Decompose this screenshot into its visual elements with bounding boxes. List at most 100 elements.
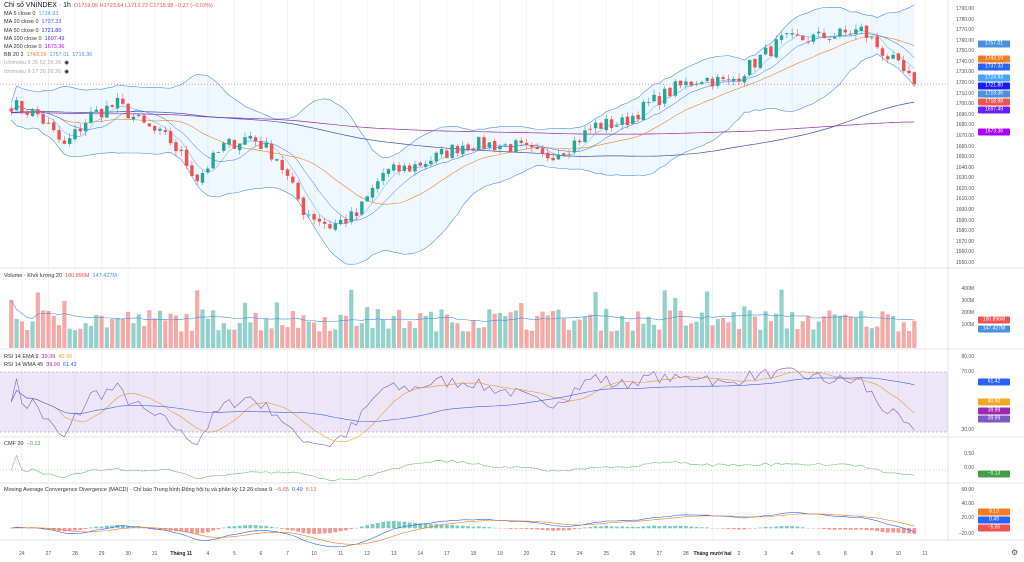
- macd-histogram-bar: [381, 521, 386, 529]
- time-axis-label: Tháng mười hai: [693, 551, 732, 557]
- eye-hidden-icon[interactable]: ◉: [64, 68, 69, 75]
- volume-bar: [396, 309, 402, 348]
- macd-histogram-bar: [386, 521, 391, 529]
- ichimoku2-label[interactable]: Ichimoku 9 17 26 26 26: [4, 68, 62, 75]
- volume-bar: [906, 331, 912, 348]
- volume-bar: [859, 311, 864, 348]
- macd-histogram-bar: [599, 526, 603, 529]
- time-axis-label: 21: [550, 551, 556, 557]
- candle: [572, 140, 577, 153]
- rsi-axis-label: 70.00: [961, 369, 974, 375]
- macd-label[interactable]: Moving Average Convergence Divergence (M…: [4, 487, 273, 493]
- volume-bar: [540, 311, 545, 348]
- candle: [631, 115, 635, 124]
- volume-label[interactable]: Volume · Khối lượng 20: [4, 273, 63, 279]
- macd-histogram-bar: [508, 528, 513, 529]
- volume-bar: [141, 325, 147, 348]
- volume-bar: [418, 313, 423, 348]
- candle: [609, 119, 614, 129]
- candle: [291, 176, 295, 183]
- macd-histogram-bar: [524, 528, 529, 529]
- macd-hist-value: −5.65: [275, 487, 289, 493]
- volume-bar: [529, 330, 534, 348]
- rsi1-label[interactable]: RSI 14 EMA 9: [4, 354, 39, 360]
- volume-badge: 180.896M: [978, 316, 1010, 324]
- candle: [211, 152, 215, 169]
- rsi-axis-label: 80.00: [961, 354, 974, 360]
- settings-gear-icon[interactable]: ⚙: [1011, 548, 1019, 557]
- volume-bar: [237, 322, 242, 348]
- eye-hidden-icon[interactable]: ◉: [64, 60, 69, 67]
- volume-bar: [216, 330, 221, 348]
- ichimoku1-label[interactable]: Ichimoku 9 26 52 26 26: [4, 60, 62, 67]
- macd-histogram-bar: [556, 528, 561, 531]
- candle: [344, 218, 348, 224]
- candle: [492, 140, 497, 151]
- cmf-legend: CMF 20 −0.13: [4, 440, 40, 448]
- volume-bar: [774, 313, 779, 348]
- macd-histogram-bar: [205, 528, 210, 533]
- macd-value: 0.49: [291, 487, 303, 493]
- candle: [864, 25, 869, 38]
- bb-label[interactable]: BB 20 2: [4, 52, 24, 59]
- candle: [530, 145, 534, 148]
- ma5-label[interactable]: MA 5 close 0: [4, 11, 36, 18]
- ma50-label[interactable]: MA 50 close 0: [4, 27, 39, 34]
- candle: [179, 149, 183, 152]
- candle: [418, 162, 423, 166]
- candle: [237, 143, 242, 151]
- candle: [710, 78, 715, 87]
- volume-bar: [710, 325, 715, 348]
- rsi-axis-label: 30.00: [961, 427, 974, 433]
- cmf-label[interactable]: CMF 20: [4, 441, 24, 447]
- candle: [296, 182, 300, 200]
- candle: [67, 138, 72, 144]
- bb-lower-line: [11, 53, 915, 265]
- symbol-title[interactable]: Chỉ số VNINDEX · 1h: [4, 2, 71, 9]
- candle: [301, 197, 306, 215]
- rsi-legend: RSI 14 EMA 9 39.99 40.90 RSI 14 WMA 45 39.9…: [4, 353, 77, 369]
- candle: [726, 79, 731, 81]
- volume-bar: [816, 321, 821, 348]
- volume-bar: [67, 328, 72, 348]
- macd-histogram-bar: [482, 526, 486, 529]
- macd-histogram-bar: [731, 528, 736, 530]
- candle: [386, 169, 391, 174]
- ma100-label[interactable]: MA 100 close 0: [4, 35, 42, 42]
- candle: [577, 140, 582, 143]
- candle: [567, 153, 571, 155]
- price-axis-label: 1670.00: [955, 132, 974, 139]
- volume-bar: [444, 314, 449, 348]
- candle: [99, 108, 104, 118]
- price-badge: 1697.49: [978, 106, 1010, 114]
- volume-bar: [837, 315, 843, 348]
- volume-bar: [503, 316, 508, 348]
- volume-bar: [694, 321, 699, 348]
- macd-histogram-bar: [678, 525, 683, 529]
- price-axis-label: 1790.00: [955, 6, 974, 12]
- macd-histogram-bar: [721, 528, 726, 529]
- time-axis-label: 24: [19, 551, 25, 557]
- volume-bar: [885, 314, 890, 348]
- ma200-label[interactable]: MA 200 close 0: [4, 43, 42, 50]
- rsi2-label[interactable]: RSI 14 WMA 45: [4, 362, 44, 369]
- volume-bar: [381, 319, 386, 348]
- macd-histogram-bar: [455, 525, 460, 529]
- volume-bar: [274, 302, 279, 348]
- macd-histogram-bar: [705, 527, 710, 529]
- time-axis-label: 17: [444, 551, 450, 557]
- price-axis-label: 1730.00: [955, 69, 974, 76]
- time-axis-label: 12: [364, 551, 370, 557]
- cmf-axis-label: 0.00: [964, 465, 974, 471]
- candle: [668, 87, 672, 97]
- volume-bar: [285, 327, 290, 348]
- candle: [439, 148, 444, 155]
- candle: [52, 122, 56, 131]
- ma10-label[interactable]: MA 10 close 0: [4, 19, 39, 26]
- volume-bar: [120, 318, 125, 348]
- macd-histogram-bar: [285, 528, 290, 530]
- macd-histogram-bar: [636, 527, 641, 529]
- candle: [360, 201, 364, 215]
- volume-bar: [179, 331, 184, 348]
